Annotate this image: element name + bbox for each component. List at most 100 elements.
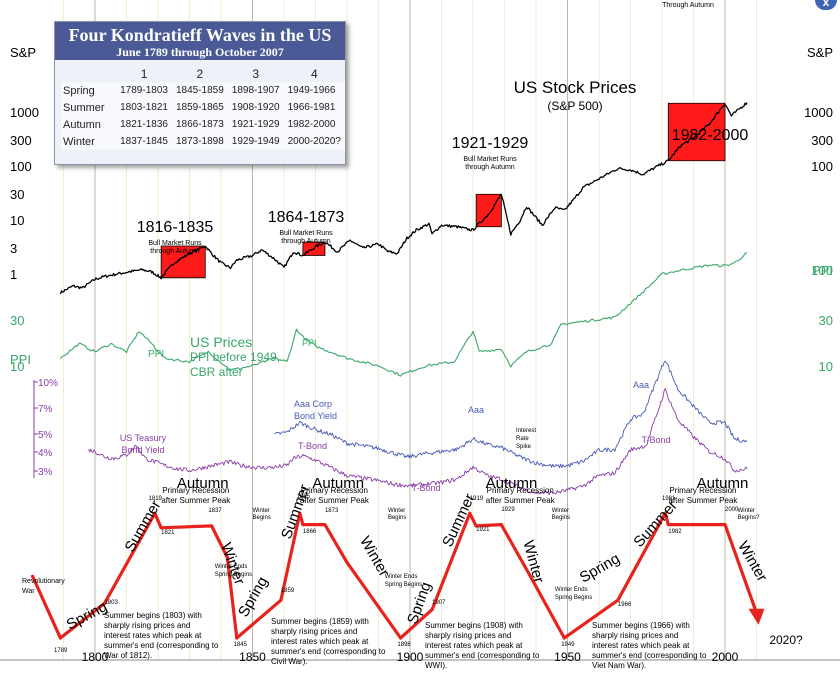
year-mark: 1821 bbox=[161, 530, 175, 536]
winter-begins-label: Begins bbox=[253, 515, 271, 521]
aaa-line bbox=[274, 360, 748, 469]
tbond-tag: T-Bond bbox=[298, 441, 327, 451]
year-mark: 1859 bbox=[281, 588, 295, 594]
summer-note-1803: summer's end (corresponding to bbox=[104, 641, 219, 650]
cycle-point bbox=[723, 523, 727, 527]
wave-number: 2 bbox=[196, 67, 204, 81]
cycle-point bbox=[499, 523, 503, 527]
aaa-tag: Aaa Corp bbox=[294, 399, 332, 409]
sp-left-tick: 100 bbox=[10, 159, 32, 174]
year-mark: 1845 bbox=[234, 642, 248, 648]
year-mark: 1819 bbox=[149, 496, 163, 502]
year-mark: 1982 bbox=[668, 529, 682, 535]
table-cell: 1789-1803 bbox=[120, 85, 168, 96]
sp-right-tick: 300 bbox=[811, 133, 833, 148]
season-label: Summer bbox=[63, 101, 105, 114]
summer-note-1803: sharply rising prices and bbox=[104, 621, 190, 630]
cycle-point bbox=[225, 555, 229, 559]
summer-note-1908: WWI). bbox=[425, 661, 447, 670]
ppi-sub: CBR after bbox=[190, 365, 243, 379]
tbond-line bbox=[88, 388, 748, 496]
summer-note-1803: Summer begins (1803) with bbox=[104, 611, 202, 620]
x-tick-label: 1900 bbox=[397, 650, 424, 664]
year-mark: 1866 bbox=[303, 529, 317, 535]
sp-left-label: S&P bbox=[10, 45, 36, 60]
cycle-point bbox=[301, 523, 305, 527]
table-cell: 1929-1949 bbox=[231, 136, 280, 147]
year-mark: 1966 bbox=[618, 602, 632, 608]
summer-note-1908: sharply rising prices and bbox=[425, 631, 511, 640]
year-mark: 1949 bbox=[561, 642, 575, 648]
primary-recession-label: after Summer Peak bbox=[668, 496, 738, 505]
winter-begins-label: Winter bbox=[253, 508, 270, 514]
winter-ends-label: Winter Ends bbox=[215, 564, 248, 570]
bull-market-fills bbox=[160, 102, 726, 279]
primary-recession-label: after Summer Peak bbox=[300, 496, 370, 505]
summer-note-1859: Summer begins (1859) with bbox=[271, 617, 369, 626]
sp-right-tick: 1000 bbox=[804, 105, 833, 120]
primary-recession-label: Primary Recession bbox=[162, 486, 229, 495]
cycle-point bbox=[616, 598, 620, 602]
cycle-point bbox=[159, 526, 163, 530]
wave-header-row: 1 2 3 4 bbox=[61, 66, 345, 82]
x-tick-label: 2000 bbox=[712, 650, 739, 664]
summer-note-1859: summer's end (corresponding to bbox=[271, 647, 386, 656]
table-cell: 1921-1929 bbox=[231, 119, 280, 130]
cycle-point bbox=[430, 608, 434, 612]
winter-ends-label: Spring Begins bbox=[555, 595, 592, 601]
bull-market-year-label: 1816-1835 bbox=[137, 219, 214, 236]
cycle-point bbox=[279, 598, 283, 602]
bull-market-note: through Autumn bbox=[150, 248, 200, 255]
table-cell: 1908-1920 bbox=[231, 102, 280, 113]
winter-ends-label: Winter Ends bbox=[555, 587, 588, 593]
winter-begins-label: Winter bbox=[552, 508, 569, 514]
bull-market-note: through Autumn bbox=[465, 164, 515, 171]
summer-note-1908: Summer begins (1908) with bbox=[425, 621, 523, 630]
stock-title: US Stock Prices bbox=[514, 78, 637, 97]
close-button[interactable]: x bbox=[815, 0, 837, 10]
season-label: Winter bbox=[63, 135, 95, 148]
bull-market-year-label: 1864-1873 bbox=[268, 209, 345, 226]
sp500-line bbox=[59, 102, 748, 295]
bond-tick: 3% bbox=[38, 467, 53, 478]
interest-spike-label: Spike bbox=[516, 444, 532, 450]
bond-tick: 4% bbox=[38, 448, 53, 459]
winter-begins-q-label: Begins? bbox=[738, 515, 760, 521]
bull-market-note: Through Autumn bbox=[662, 2, 714, 9]
cycle-point bbox=[666, 523, 670, 527]
wave-table: 1 2 3 4 Spring 1789-1803 1845-1859 1898-… bbox=[61, 66, 345, 150]
winter-ends-label: Spring Begins bbox=[385, 582, 422, 588]
table-cell: 1803-1821 bbox=[120, 102, 168, 113]
cycle-point bbox=[102, 601, 107, 605]
ppi-right-tick: 30 bbox=[819, 313, 833, 328]
winter-begins-q-label: Winter bbox=[738, 508, 755, 514]
tbond-tag: T-Bond bbox=[641, 435, 670, 445]
winter-ends-label: Spring Begins bbox=[215, 572, 252, 578]
legend-header: Four Kondratieff Waves in the US June 17… bbox=[55, 22, 345, 60]
treasury-tag: Bond Yield bbox=[121, 445, 164, 455]
ppi-line bbox=[59, 252, 748, 377]
primary-recession-label: after Summer Peak bbox=[161, 496, 231, 505]
cycle-point bbox=[398, 636, 403, 640]
summer-note-1803: interest rates which peak at bbox=[104, 631, 202, 640]
table-row: Spring 1789-1803 1845-1859 1898-1907 194… bbox=[61, 82, 345, 99]
year-mark: 1898 bbox=[397, 642, 411, 648]
primary-recession-label: Primary Recession bbox=[669, 486, 736, 495]
primary-recession-label: after Summer Peak bbox=[486, 496, 556, 505]
sp-left-tick: 1 bbox=[10, 267, 17, 282]
table-row: Summer 1803-1821 1859-1865 1908-1920 196… bbox=[61, 99, 345, 116]
treasury-tag: US Teasury bbox=[120, 433, 167, 443]
table-cell: 1966-1981 bbox=[287, 102, 336, 113]
year-mark: 1873 bbox=[325, 508, 339, 514]
sp-left-tick: 3 bbox=[10, 241, 17, 256]
y-axis-labels: 1000300100301031S&P1000300100S&P3010PPI1… bbox=[10, 45, 833, 478]
ppi-sub: PPI before 1949, bbox=[190, 350, 280, 364]
x-tick-label: 1950 bbox=[554, 650, 581, 664]
season-label: Autumn bbox=[697, 475, 749, 492]
ppi-left-tick: 30 bbox=[10, 313, 24, 328]
wave-number: 3 bbox=[252, 67, 260, 81]
x-tick-label: 1850 bbox=[239, 650, 266, 664]
table-cell: 1859-1865 bbox=[175, 102, 224, 113]
bond-tick: 5% bbox=[38, 430, 53, 441]
year-mark: 1929 bbox=[501, 507, 515, 513]
